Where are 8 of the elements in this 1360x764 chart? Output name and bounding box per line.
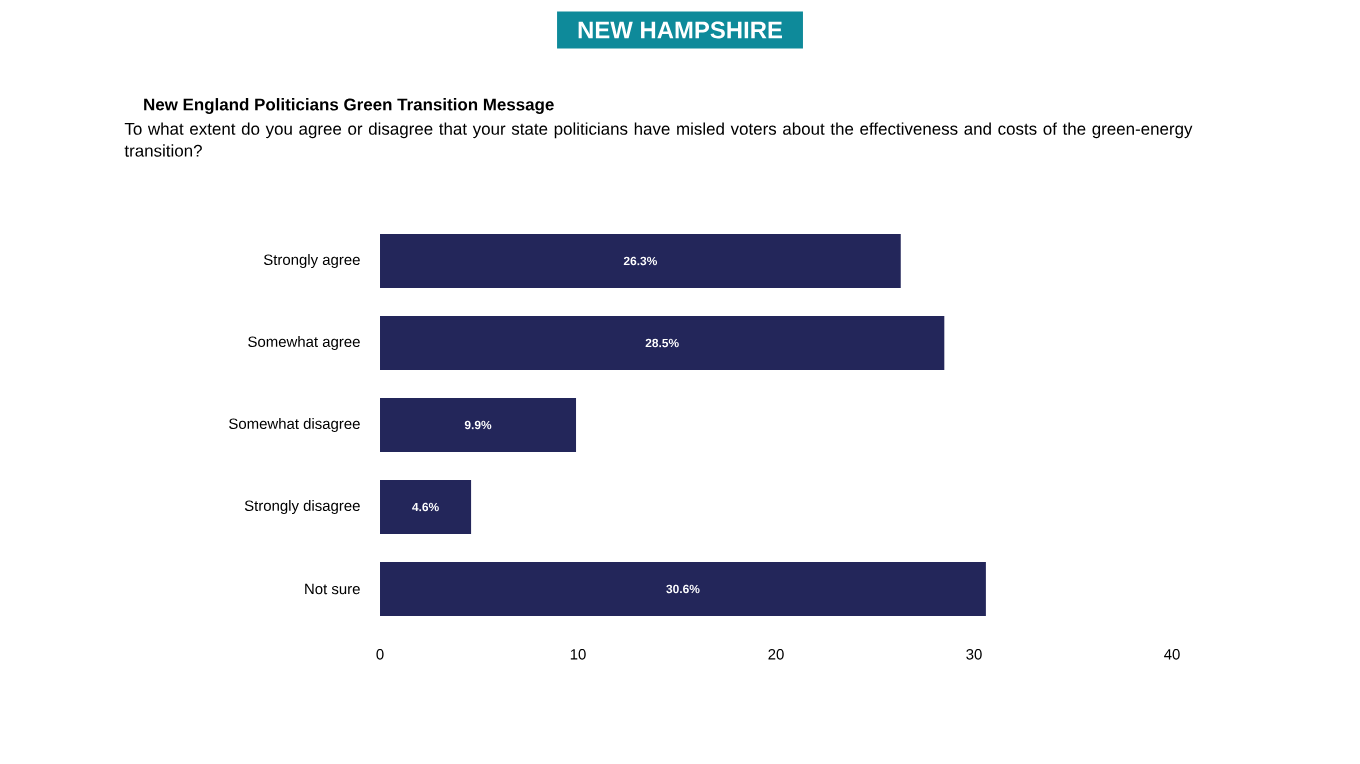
chart-subtitle: New England Politicians Green Transition Message xyxy=(144,98,554,114)
bar xyxy=(380,233,901,289)
bar xyxy=(380,397,577,453)
bar xyxy=(380,479,472,535)
text: To what extent do you agree or disagree that your state politicians have misled voters about the effectiveness and costs of the green-energy transition? xyxy=(124,122,1193,157)
bar xyxy=(380,561,986,617)
bar xyxy=(380,315,945,371)
chart-title: NEW HAMPSHIRE xyxy=(578,21,782,39)
